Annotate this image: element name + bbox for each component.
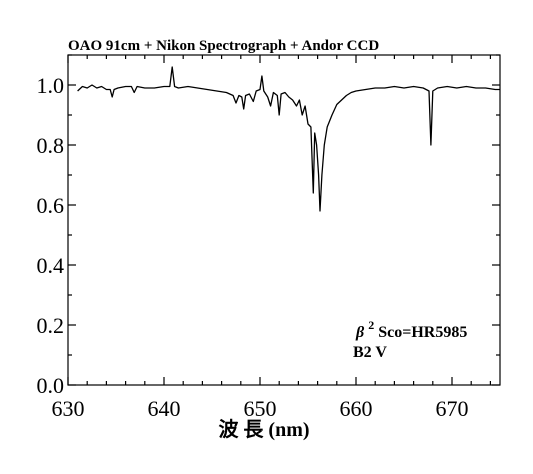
spectral-type: B2 V bbox=[353, 344, 387, 361]
x-tick-label: 650 bbox=[244, 396, 277, 421]
x-tick-label: 670 bbox=[436, 396, 469, 421]
star-annotation: β 2 Sco=HR5985 bbox=[355, 316, 467, 341]
star-greek: β bbox=[355, 324, 365, 341]
y-tick-labels: 0.0 0.2 0.4 0.6 0.8 1.0 bbox=[37, 73, 65, 398]
axis-ticks bbox=[67, 54, 500, 386]
x-tick-label: 660 bbox=[340, 396, 373, 421]
star-superscript: 2 bbox=[368, 318, 374, 332]
y-tick-label: 0.4 bbox=[37, 253, 65, 278]
chart-title: OAO 91cm + Nikon Spectrograph + Andor CC… bbox=[68, 38, 379, 54]
x-tick-label: 640 bbox=[148, 396, 181, 421]
x-tick-label: 630 bbox=[52, 396, 85, 421]
y-tick-label: 1.0 bbox=[37, 73, 65, 98]
y-tick-label: 0.8 bbox=[37, 133, 65, 158]
y-tick-label: 0.6 bbox=[37, 193, 65, 218]
y-tick-label: 0.2 bbox=[37, 313, 65, 338]
x-axis-label: 波 長 (nm) bbox=[218, 418, 309, 441]
spectrum-line bbox=[77, 66, 500, 212]
x-tick-labels: 630 640 650 660 670 bbox=[52, 396, 469, 421]
plot-frame bbox=[67, 54, 501, 386]
star-designation: Sco=HR5985 bbox=[378, 324, 467, 341]
y-tick-label: 0.0 bbox=[37, 373, 65, 398]
